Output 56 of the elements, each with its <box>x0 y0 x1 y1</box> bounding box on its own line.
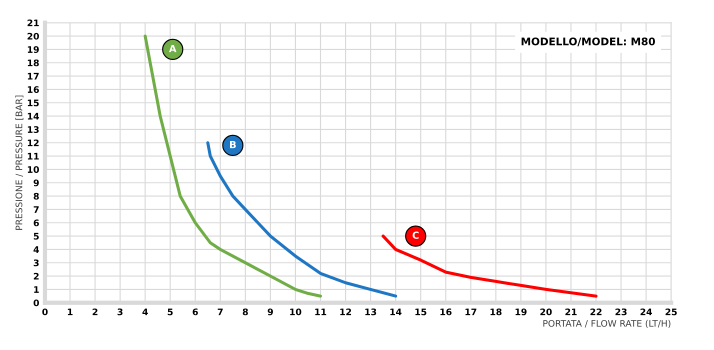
x-tick-label: 7 <box>218 308 223 316</box>
x-tick-label: 4 <box>142 308 148 316</box>
x-tick-label: 23 <box>616 308 627 316</box>
x-tick-label: 2 <box>92 308 98 316</box>
x-tick-label: 1 <box>68 308 73 316</box>
y-tick-label: 3 <box>34 259 39 266</box>
y-tick-label: 4 <box>34 246 40 253</box>
x-tick-label: 12 <box>340 308 352 316</box>
y-tick-label: 16 <box>28 86 39 93</box>
x-tick-label: 18 <box>490 308 502 316</box>
y-tick-label: 5 <box>34 232 39 240</box>
x-tick-label: 24 <box>640 308 652 316</box>
x-tick-label: 11 <box>315 308 326 316</box>
x-tick-label: 6 <box>192 308 198 316</box>
x-tick-label: 14 <box>390 308 402 316</box>
x-tick-label: 10 <box>290 308 302 316</box>
x-axis-title: PORTATA / FLOW RATE (LT/H) <box>543 320 670 328</box>
y-tick-label: 1 <box>34 286 39 293</box>
x-tick-label: 22 <box>590 308 602 316</box>
text: MODELLO/MODEL: M80 <box>522 37 656 46</box>
y-tick-label: 7 <box>34 206 39 213</box>
y-tick-label: 6 <box>34 219 39 226</box>
y-tick-label: 10 <box>28 166 39 173</box>
y-tick-label: 12 <box>28 139 39 146</box>
y-tick-label: 11 <box>28 152 39 160</box>
annotation: C <box>412 232 419 239</box>
y-tick-label: 13 <box>28 126 39 133</box>
x-tick-label: 17 <box>466 308 476 316</box>
y-tick-label: 2 <box>34 272 39 280</box>
y-tick-label: 9 <box>34 179 39 186</box>
y-tick-label: 19 <box>28 46 39 53</box>
y-tick-label: 8 <box>34 192 39 200</box>
x-tick-label: 13 <box>365 308 376 316</box>
x-tick-label: 8 <box>242 308 248 316</box>
x-tick-label: 19 <box>516 308 527 316</box>
x-tick-label: 3 <box>118 308 123 316</box>
y-tick-label: 18 <box>28 59 39 66</box>
y-tick-label: 21 <box>28 19 39 26</box>
line-series <box>144 34 322 298</box>
annotation: A <box>169 45 176 52</box>
y-tick-label: 0 <box>34 299 39 306</box>
annotation: B <box>230 141 236 148</box>
y-tick-label: 14 <box>28 112 40 120</box>
y-tick-label: 17 <box>28 72 39 80</box>
x-tick-label: 25 <box>666 308 677 316</box>
x-tick-label: 0 <box>42 308 48 316</box>
y-axis-title: PRESSIONE / PRESSURE [BAR] <box>15 96 24 230</box>
x-tick-label: 9 <box>268 308 273 316</box>
x-tick-label: 5 <box>168 308 173 316</box>
line-series <box>206 141 398 298</box>
x-tick-label: 15 <box>415 308 426 316</box>
x-tick-label: 20 <box>540 308 552 316</box>
x-tick-label: 21 <box>565 308 577 316</box>
x-tick-label: 16 <box>440 308 452 316</box>
y-tick-label: 20 <box>28 32 39 40</box>
y-tick-label: 15 <box>28 100 39 106</box>
